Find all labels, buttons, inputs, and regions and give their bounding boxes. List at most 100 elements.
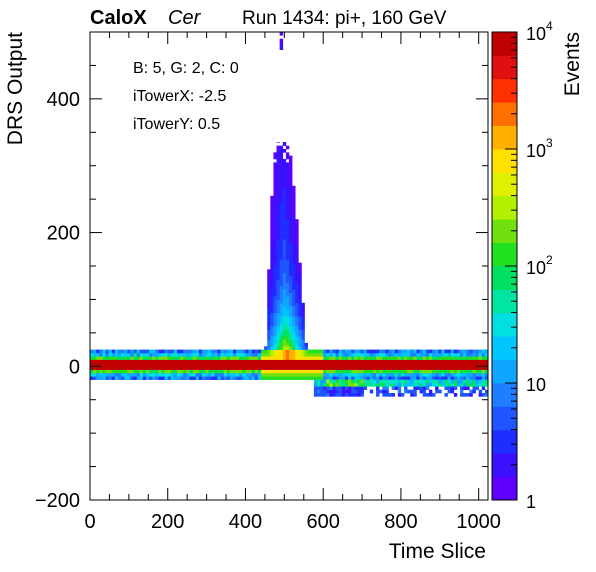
heatmap-cell bbox=[329, 366, 333, 370]
heatmap-cell bbox=[245, 352, 249, 357]
x-tick-label: 0 bbox=[84, 511, 95, 533]
heatmap-cell bbox=[391, 352, 396, 357]
heatmap-cell bbox=[348, 372, 352, 377]
heatmap-cell bbox=[282, 222, 287, 227]
heatmap-cell bbox=[460, 393, 464, 397]
heatmap-cell bbox=[273, 245, 277, 250]
heatmap-cell bbox=[282, 262, 287, 267]
heatmap-cell bbox=[279, 272, 284, 277]
heatmap-cell bbox=[117, 372, 122, 377]
heatmap-cell bbox=[133, 376, 137, 380]
heatmap-cell bbox=[282, 329, 287, 334]
heatmap-cell bbox=[273, 239, 277, 243]
heatmap-cell bbox=[105, 376, 109, 380]
heatmap-cell bbox=[201, 356, 206, 360]
heatmap-cell bbox=[295, 366, 299, 370]
heatmap-cell bbox=[276, 286, 280, 290]
heatmap-cell bbox=[114, 359, 119, 364]
heatmap-cell bbox=[363, 376, 368, 380]
heatmap-cell bbox=[397, 366, 402, 370]
heatmap-cell bbox=[326, 383, 330, 387]
heatmap-cell bbox=[385, 356, 389, 360]
heatmap-cell bbox=[139, 366, 144, 370]
heatmap-cell bbox=[289, 312, 293, 317]
heatmap-cell bbox=[220, 356, 225, 360]
heatmap-cell bbox=[326, 376, 330, 380]
heatmap-cell bbox=[391, 383, 396, 387]
heatmap-cell bbox=[320, 372, 324, 377]
heatmap-cell bbox=[466, 366, 470, 370]
heatmap-cell bbox=[121, 359, 125, 364]
heatmap-cell bbox=[323, 369, 327, 374]
heatmap-cell bbox=[279, 336, 284, 340]
heatmap-cell bbox=[279, 179, 284, 183]
heatmap-cell bbox=[217, 362, 221, 367]
heatmap-cell bbox=[167, 372, 172, 377]
x-tick-label: 600 bbox=[307, 511, 340, 533]
heatmap-cell bbox=[214, 359, 218, 364]
heatmap-cell bbox=[320, 379, 324, 384]
heatmap-cell bbox=[292, 282, 296, 287]
heatmap-cell bbox=[360, 349, 364, 354]
heatmap-cell bbox=[441, 379, 445, 384]
heatmap-cell bbox=[124, 372, 128, 377]
heatmap-cell bbox=[397, 372, 402, 377]
heatmap-cell bbox=[348, 376, 352, 380]
heatmap-cell bbox=[313, 362, 318, 367]
heatmap-cell bbox=[484, 393, 489, 397]
heatmap-cell bbox=[270, 286, 274, 290]
heatmap-cell bbox=[289, 215, 293, 220]
heatmap-cell bbox=[279, 172, 284, 177]
heatmap-cell bbox=[90, 356, 94, 360]
heatmap-cell bbox=[366, 376, 371, 380]
heatmap-cell bbox=[363, 366, 368, 370]
heatmap-cell bbox=[285, 322, 290, 327]
heatmap-cell bbox=[360, 386, 364, 390]
heatmap-cell bbox=[145, 362, 150, 367]
heatmap-cell bbox=[192, 359, 197, 364]
heatmap-cell bbox=[276, 306, 280, 310]
heatmap-cell bbox=[441, 383, 445, 387]
heatmap-cell bbox=[267, 369, 271, 374]
heatmap-cell bbox=[295, 252, 299, 257]
heatmap-cell bbox=[267, 352, 271, 357]
heatmap-cell bbox=[261, 372, 265, 377]
heatmap-cell bbox=[158, 369, 162, 374]
heatmap-cell bbox=[267, 362, 271, 367]
heatmap-cell bbox=[279, 296, 284, 300]
heatmap-cell bbox=[354, 359, 358, 364]
y-tick-label: 200 bbox=[47, 223, 80, 245]
heatmap-cell bbox=[279, 342, 284, 347]
heatmap-cell bbox=[289, 326, 293, 330]
heatmap-cell bbox=[292, 215, 296, 220]
heatmap-cell bbox=[326, 379, 330, 384]
heatmap-cell bbox=[292, 302, 296, 307]
heatmap-cell bbox=[242, 356, 246, 360]
heatmap-cell bbox=[285, 155, 290, 160]
heatmap-cell bbox=[276, 242, 280, 247]
heatmap-cell bbox=[276, 192, 280, 197]
heatmap-cell bbox=[279, 269, 284, 273]
heatmap-cell bbox=[298, 352, 302, 357]
heatmap-cell bbox=[217, 352, 221, 357]
color-bar-segment bbox=[492, 336, 517, 360]
heatmap-cell bbox=[139, 369, 144, 374]
heatmap-cell bbox=[282, 259, 287, 263]
heatmap-cell bbox=[117, 352, 122, 357]
heatmap-cell bbox=[270, 366, 274, 370]
heatmap-cell bbox=[289, 366, 293, 370]
heatmap-cell bbox=[96, 376, 100, 380]
heatmap-cell bbox=[276, 199, 280, 203]
heatmap-cell bbox=[114, 366, 119, 370]
heatmap-cell bbox=[226, 369, 231, 374]
heatmap-cell bbox=[282, 319, 287, 324]
heatmap-cell bbox=[456, 362, 461, 367]
heatmap-cell bbox=[279, 266, 284, 270]
heatmap-cell bbox=[248, 349, 252, 354]
heatmap-cell bbox=[444, 362, 448, 367]
heatmap-cell bbox=[208, 369, 212, 374]
heatmap-cell bbox=[363, 386, 368, 390]
heatmap-cell bbox=[90, 366, 94, 370]
heatmap-cell bbox=[273, 349, 277, 354]
heatmap-cell bbox=[93, 369, 97, 374]
